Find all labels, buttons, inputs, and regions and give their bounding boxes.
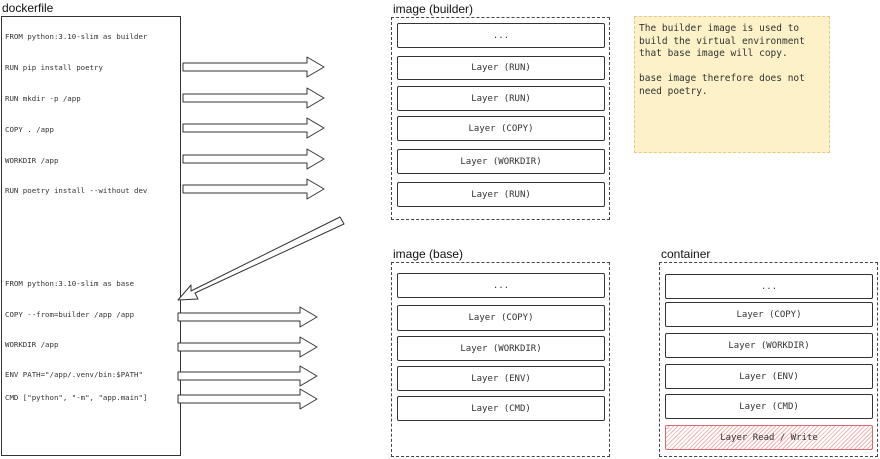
dockerfile-line: ENV PATH="/app/.venv/bin:$PATH" [5,370,143,379]
builder-layer: Layer (RUN) [397,86,605,111]
dockerfile-line: CMD ["python", "-m", "app.main"] [5,393,148,402]
container-layer: Layer (COPY) [665,302,873,327]
arrow-copy-from-builder [177,306,318,328]
dockerfile-title: dockerfile [2,1,54,15]
dockerfile-line: FROM python:3.10-slim as base [5,279,135,288]
base-layer: Layer (CMD) [397,396,605,421]
dockerfile-line: FROM python:3.10-slim as builder [5,32,148,41]
builder-layer: Layer (COPY) [397,116,605,141]
base-image-title: image (base) [393,247,464,261]
container-layer: Layer (ENV) [665,364,873,389]
dockerfile-line: COPY --from=builder /app /app [5,310,135,319]
arrow-cmd [177,388,318,410]
container-layer: Layer (CMD) [665,394,873,419]
arrow-workdir [182,148,325,170]
dockerfile-line: WORKDIR /app [5,340,59,349]
arrow-workdir-base [177,336,318,358]
base-layer: Layer (COPY) [397,305,605,331]
builder-layer: Layer (WORKDIR) [397,149,605,174]
arrow-run-pip [182,56,325,78]
dockerfile-line: WORKDIR /app [5,156,59,165]
base-layer: Layer (WORKDIR) [397,336,605,361]
arrow-copy-app [182,117,325,139]
note-paragraph: The builder image is used to build the v… [639,23,805,59]
dockerfile-line: RUN poetry install --without dev [5,186,148,195]
container-read-write-layer: Layer Read / Write [665,425,873,450]
container-layer: ... [665,274,873,299]
builder-image-title: image (builder) [393,2,474,16]
builder-note: The builder image is used to build the v… [634,16,830,153]
builder-image-frame [391,17,610,220]
container-frame [659,262,878,457]
note-paragraph: base image therefore does not need poetr… [639,73,805,97]
arrow-run-poetry [182,178,325,200]
dockerfile-line: COPY . /app [5,125,54,134]
dockerfile-line: RUN pip install poetry [5,63,103,72]
dockerfile-line: RUN mkdir -p /app [5,94,81,103]
dockerfile-panel [1,16,181,456]
arrow-run-mkdir [182,87,325,109]
base-layer: Layer (ENV) [397,366,605,391]
builder-layer: ... [397,23,605,48]
base-image-frame [391,262,610,457]
builder-layer: Layer (RUN) [397,56,605,80]
builder-layer: Layer (RUN) [397,182,605,207]
container-layer: Layer (WORKDIR) [665,333,873,358]
base-layer: ... [397,273,605,298]
arrow-builder-to-base [177,216,345,301]
arrow-env [177,365,318,387]
container-title: container [661,247,711,261]
